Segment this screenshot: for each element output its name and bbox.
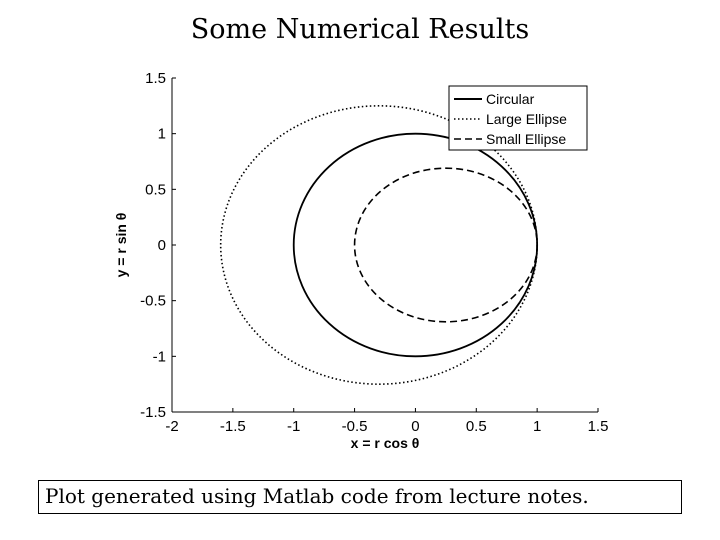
x-tick-label: -1 xyxy=(287,418,300,435)
series-curve-0 xyxy=(292,132,539,358)
y-tick-label: 0 xyxy=(158,237,166,254)
orbit-chart: -2 -1.5 -1 -0.5 0 0.5 1 1.5-1.5-1-0.500.511.5 x… xyxy=(113,70,608,451)
y-axis-label: y = r sin θ xyxy=(113,213,129,278)
legend: Circular Large Ellipse Small Ellipse xyxy=(448,85,588,151)
x-tick-label: 0.5 xyxy=(466,418,487,435)
caption-box: Plot generated using Matlab code from le… xyxy=(38,480,682,514)
series-curve-2 xyxy=(353,167,538,323)
x-tick-label: -0.5 xyxy=(342,418,368,435)
y-tick-label: 0.5 xyxy=(145,181,166,198)
legend-entry-2: Small Ellipse xyxy=(486,131,566,147)
legend-entry-0: Circular xyxy=(486,91,535,107)
slide-title: Some Numerical Results xyxy=(190,14,530,45)
y-tick-label: -0.5 xyxy=(140,293,166,310)
x-tick-label: 1.5 xyxy=(588,418,609,435)
x-tick-label: -2 xyxy=(165,418,178,435)
y-tick-label: 1.5 xyxy=(145,70,166,87)
curve-group xyxy=(219,105,539,385)
x-tick-label: 1 xyxy=(533,418,541,435)
y-tick-label: -1.5 xyxy=(140,404,166,421)
caption-text: Plot generated using Matlab code from le… xyxy=(45,484,589,508)
y-tick-label: 1 xyxy=(158,126,166,143)
y-tick-label: -1 xyxy=(153,348,166,365)
x-tick-label: 0 xyxy=(411,418,419,435)
x-tick-label: -1.5 xyxy=(220,418,246,435)
tick-group: -2 -1.5 -1 -0.5 0 0.5 1 1.5-1.5-1-0.500.511.5 xyxy=(140,70,608,435)
legend-entry-1: Large Ellipse xyxy=(486,111,567,127)
x-axis-label: x = r cos θ xyxy=(351,435,420,451)
